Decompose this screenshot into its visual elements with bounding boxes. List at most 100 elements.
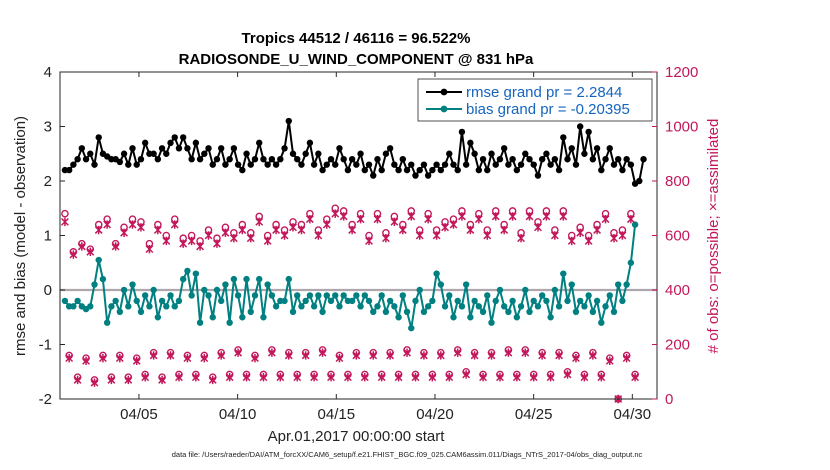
assimilated-point bbox=[576, 228, 585, 237]
assimilated-point bbox=[225, 373, 234, 382]
rmse-point bbox=[361, 166, 368, 174]
bias-point bbox=[234, 292, 242, 299]
rmse-point bbox=[277, 156, 284, 163]
legend: rmse grand pr = 2.2844 bias grand pr = -… bbox=[417, 78, 653, 122]
y-right-tick-label: 200 bbox=[665, 337, 690, 354]
rmse-point bbox=[264, 161, 271, 168]
bias-point bbox=[213, 286, 221, 294]
bias-point bbox=[272, 303, 280, 310]
bias-point bbox=[226, 319, 233, 326]
assimilated-point bbox=[483, 231, 492, 240]
rmse-point bbox=[517, 161, 525, 168]
rmse-point bbox=[403, 166, 411, 174]
assimilated-point bbox=[335, 353, 344, 363]
bias-point bbox=[120, 286, 128, 294]
rmse-point bbox=[386, 145, 394, 152]
rmse-point bbox=[500, 145, 508, 152]
rmse-point bbox=[285, 117, 292, 125]
bias-point bbox=[179, 275, 187, 283]
assimilated-point bbox=[390, 217, 399, 227]
x-tick-label: 04/15 bbox=[318, 406, 356, 423]
bias-point bbox=[424, 303, 432, 310]
bias-point bbox=[403, 308, 411, 315]
bias-point bbox=[154, 314, 162, 321]
assimilated-point bbox=[327, 373, 335, 382]
assimilated-point bbox=[411, 373, 420, 382]
assimilated-point bbox=[73, 375, 82, 385]
rmse-point bbox=[163, 150, 170, 157]
rmse-point bbox=[522, 150, 529, 157]
y-tick-label: 1 bbox=[44, 228, 52, 245]
bias-point bbox=[239, 314, 246, 321]
bias-point bbox=[327, 297, 335, 305]
rmse-point bbox=[399, 156, 407, 163]
assimilated-point bbox=[593, 225, 602, 235]
rmse-point bbox=[365, 161, 373, 168]
bias-point bbox=[572, 308, 580, 315]
rmse-point bbox=[623, 156, 630, 163]
rmse-point bbox=[496, 156, 504, 163]
bias-point bbox=[158, 297, 166, 305]
rmse-point bbox=[374, 156, 381, 163]
bias-point bbox=[555, 303, 563, 310]
bias-point bbox=[70, 303, 77, 310]
bias-point bbox=[471, 297, 478, 305]
rmse-point bbox=[484, 166, 491, 174]
bias-point bbox=[285, 275, 292, 283]
assimilated-point bbox=[352, 351, 361, 360]
rmse-point bbox=[74, 156, 81, 163]
rmse-point bbox=[348, 156, 356, 163]
assimilated-point bbox=[339, 212, 348, 221]
rmse-point bbox=[230, 145, 238, 152]
rmse-point bbox=[509, 156, 516, 163]
bias-point bbox=[547, 314, 554, 321]
assimilated-point bbox=[276, 373, 285, 382]
rmse-point bbox=[547, 161, 554, 168]
assimilated-point bbox=[103, 220, 112, 229]
rmse-point bbox=[636, 177, 643, 185]
bias-point bbox=[294, 292, 301, 299]
rmse-point bbox=[70, 161, 77, 168]
assimilated-point bbox=[491, 212, 500, 221]
rmse-point bbox=[589, 156, 597, 163]
bias-point bbox=[581, 303, 588, 310]
rmse-point bbox=[188, 156, 195, 163]
bias-point bbox=[374, 303, 381, 310]
rmse-point bbox=[416, 166, 423, 174]
rmse-point bbox=[450, 161, 457, 168]
assimilated-point bbox=[124, 375, 133, 385]
assimilated-point bbox=[618, 231, 627, 240]
assimilated-point bbox=[597, 373, 606, 382]
bias-point bbox=[627, 259, 635, 266]
rmse-point bbox=[116, 158, 124, 166]
assimilated-point bbox=[310, 373, 319, 382]
assimilated-point bbox=[525, 212, 534, 221]
legend-rmse-marker bbox=[440, 88, 448, 96]
bias-point bbox=[631, 221, 639, 228]
rmse-point bbox=[217, 145, 225, 152]
bias-point bbox=[450, 314, 457, 321]
bias-point bbox=[150, 286, 157, 294]
assimilated-point bbox=[322, 220, 331, 229]
assimilated-point bbox=[517, 234, 525, 243]
bias-point bbox=[348, 297, 356, 305]
y-axis-label: rmse and bias (model - observation) bbox=[12, 116, 29, 356]
rmse-point bbox=[179, 134, 187, 141]
assimilated-point bbox=[424, 214, 433, 224]
bias-point bbox=[230, 275, 238, 283]
bias-point bbox=[522, 286, 529, 294]
bias-point bbox=[606, 292, 613, 299]
chart-title: Tropics 44512 / 46116 = 96.522% bbox=[242, 30, 471, 47]
rmse-point bbox=[560, 134, 567, 141]
assimilated-point bbox=[512, 373, 521, 382]
assimilated-point bbox=[555, 351, 564, 360]
assimilated-point bbox=[441, 223, 449, 232]
bias-point bbox=[614, 281, 622, 288]
rmse-point bbox=[87, 150, 94, 157]
bias-point bbox=[610, 308, 618, 315]
bias-point bbox=[589, 308, 597, 315]
assimilated-point bbox=[238, 225, 247, 235]
bias-point bbox=[264, 281, 271, 288]
assimilated-point bbox=[458, 212, 466, 221]
